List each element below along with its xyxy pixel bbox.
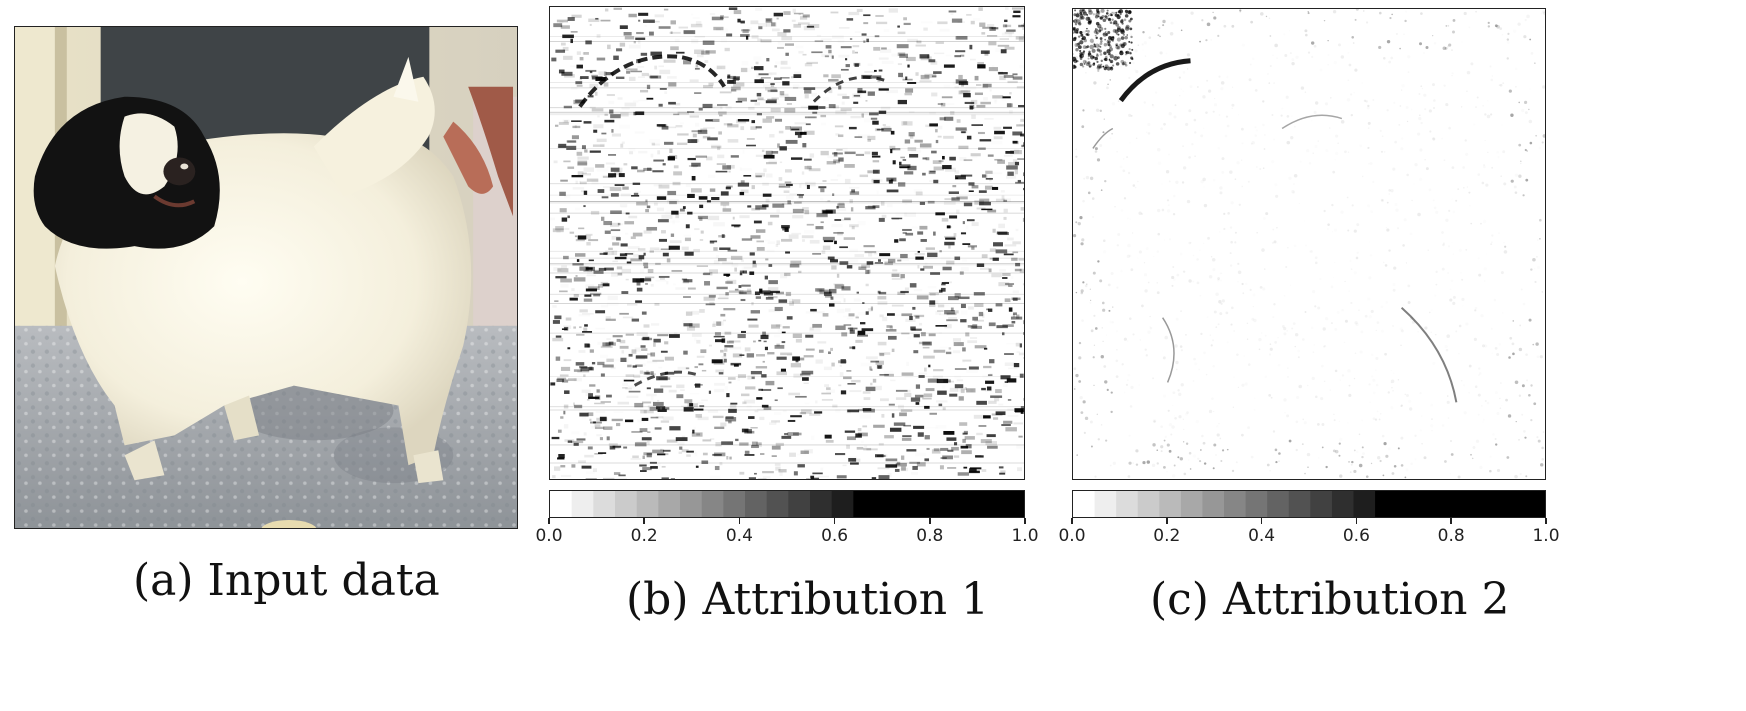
attribution-1-heatmap xyxy=(550,7,1024,479)
attribution-2-tick-label: 0.4 xyxy=(1248,526,1276,546)
attribution-1-map xyxy=(549,6,1025,480)
attribution-2-tickmark xyxy=(1071,518,1073,524)
attribution-1-tick-label: 0.4 xyxy=(725,526,753,546)
dog-photo-illustration xyxy=(15,27,517,528)
attribution-1-tickmark xyxy=(1024,518,1026,524)
attribution-1-tick-label: 0.0 xyxy=(535,526,563,546)
caption-b: (b) Attribution 1 xyxy=(626,574,990,625)
attribution-1-tickmark xyxy=(833,518,836,524)
attribution-1-tick-label: 0.8 xyxy=(916,526,944,546)
attribution-1-tick-label: 0.6 xyxy=(821,526,849,546)
attribution-2-tickmark xyxy=(1450,518,1452,524)
attribution-2-tick-label: 0.6 xyxy=(1342,526,1370,546)
attribution-2-tickmark xyxy=(1166,518,1168,524)
attribution-2-colorbar xyxy=(1072,490,1546,518)
attribution-2-heatmap xyxy=(1073,9,1545,479)
attribution-1-tick-label: 1.0 xyxy=(1011,526,1039,546)
attribution-1-tick-label: 0.2 xyxy=(630,526,658,546)
attribution-2-tick-label: 0.8 xyxy=(1437,526,1465,546)
input-photo xyxy=(14,26,518,529)
attribution-2-tickmark xyxy=(1355,518,1358,524)
attribution-2-tickmark xyxy=(1260,518,1263,524)
attribution-2-tickmark xyxy=(1545,518,1547,524)
attribution-1-colorbar xyxy=(549,490,1025,518)
caption-a: (a) Input data xyxy=(133,555,440,606)
attribution-1-tickmark xyxy=(643,518,645,524)
attribution-2-tick-label: 0.0 xyxy=(1058,526,1086,546)
caption-c: (c) Attribution 2 xyxy=(1150,574,1510,625)
attribution-2-map xyxy=(1072,8,1546,480)
attribution-2-tick-label: 0.2 xyxy=(1153,526,1181,546)
attribution-1-tickmark xyxy=(929,518,931,524)
attribution-1-tickmark xyxy=(548,518,550,524)
attribution-2-tick-label: 1.0 xyxy=(1532,526,1560,546)
attribution-1-tickmark xyxy=(738,518,741,524)
